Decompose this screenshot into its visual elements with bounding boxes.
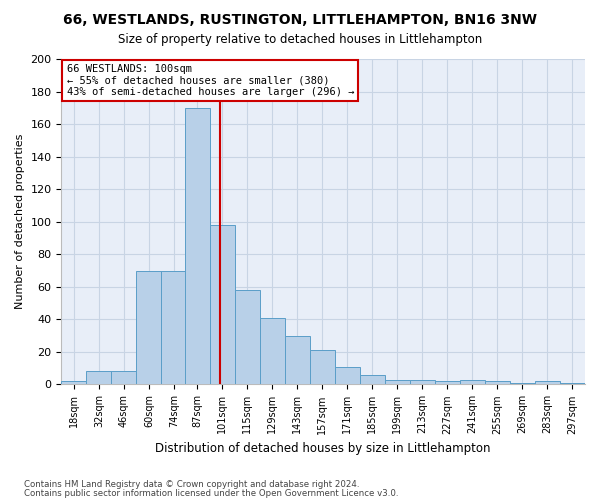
Bar [460,380,485,384]
Bar [485,381,510,384]
Bar [560,383,585,384]
Bar [136,270,161,384]
Bar [435,381,460,384]
Bar [335,366,360,384]
Text: 66 WESTLANDS: 100sqm
← 55% of detached houses are smaller (380)
43% of semi-deta: 66 WESTLANDS: 100sqm ← 55% of detached h… [67,64,354,97]
Text: 66, WESTLANDS, RUSTINGTON, LITTLEHAMPTON, BN16 3NW: 66, WESTLANDS, RUSTINGTON, LITTLEHAMPTON… [63,12,537,26]
Bar [61,381,86,384]
Y-axis label: Number of detached properties: Number of detached properties [15,134,25,310]
X-axis label: Distribution of detached houses by size in Littlehampton: Distribution of detached houses by size … [155,442,491,455]
Bar [410,380,435,384]
Bar [161,270,187,384]
Text: Contains public sector information licensed under the Open Government Licence v3: Contains public sector information licen… [24,489,398,498]
Bar [360,374,385,384]
Bar [260,318,285,384]
Bar [86,372,112,384]
Bar [510,383,535,384]
Bar [185,108,210,384]
Bar [112,372,136,384]
Bar [310,350,335,384]
Bar [285,336,310,384]
Text: Contains HM Land Registry data © Crown copyright and database right 2024.: Contains HM Land Registry data © Crown c… [24,480,359,489]
Text: Size of property relative to detached houses in Littlehampton: Size of property relative to detached ho… [118,32,482,46]
Bar [535,381,560,384]
Bar [210,225,235,384]
Bar [235,290,260,384]
Bar [385,380,410,384]
